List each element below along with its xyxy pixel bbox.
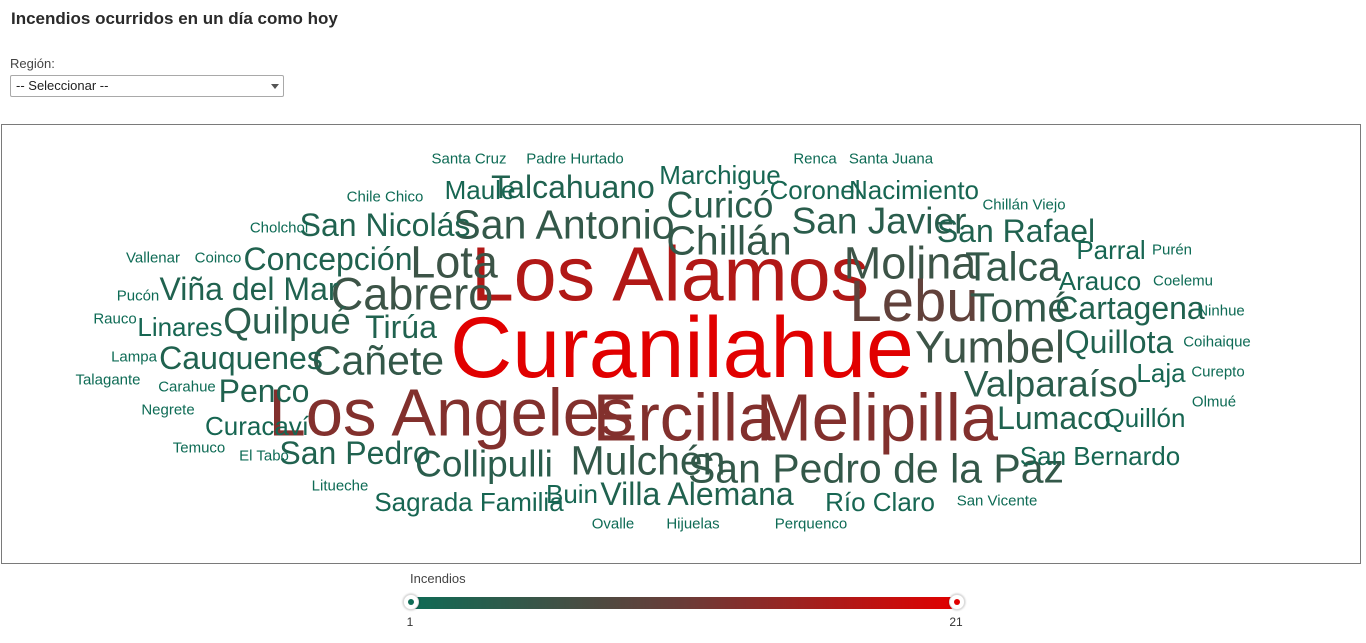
cloud-word-buin[interactable]: Buin (545, 479, 599, 509)
cloud-word-coihaique[interactable]: Coihaique (1183, 333, 1251, 351)
cloud-word-perquenco[interactable]: Perquenco (774, 515, 848, 533)
legend-max-label: 21 (949, 615, 963, 629)
cloud-word-san-pedro[interactable]: San Pedro (279, 435, 431, 471)
cloud-word-chile-chico[interactable]: Chile Chico (346, 188, 424, 206)
cloud-word-ercilla[interactable]: Ercilla (592, 380, 776, 456)
cloud-word-curanilahue[interactable]: Curanilahue (450, 300, 914, 396)
cloud-word-ninhue[interactable]: Ninhue (1197, 302, 1245, 320)
cloud-word-molina[interactable]: Molina (843, 237, 977, 289)
cloud-word-curepto[interactable]: Curepto (1191, 363, 1245, 381)
cloud-word-quillota[interactable]: Quillota (1064, 324, 1174, 360)
chevron-down-icon[interactable] (271, 84, 279, 89)
cloud-word-lota[interactable]: Lota (410, 236, 498, 288)
cloud-word-lumaco[interactable]: Lumaco (997, 400, 1111, 436)
cloud-word-carahue[interactable]: Carahue (158, 378, 216, 396)
region-select-value: -- Seleccionar -- (16, 78, 109, 93)
region-select[interactable]: -- Seleccionar -- (10, 75, 284, 97)
cloud-word-ovalle[interactable]: Ovalle (591, 515, 635, 533)
cloud-word-el-tabo[interactable]: El Tabo (239, 447, 289, 465)
word-cloud-panel: Curanilahue Los Alamos Los Angeles Ercilla M… (1, 124, 1361, 564)
cloud-word-rio-claro[interactable]: Río Claro (825, 487, 935, 517)
cloud-word-marchigue[interactable]: Marchigue (659, 160, 781, 190)
cloud-word-coinco[interactable]: Coinco (194, 249, 242, 267)
legend-min-handle-dot (408, 599, 414, 605)
cloud-word-santa-cruz[interactable]: Santa Cruz (431, 150, 507, 168)
cloud-word-lampa[interactable]: Lampa (111, 348, 157, 366)
cloud-word-san-javier[interactable]: San Javier (791, 200, 967, 242)
cloud-word-renca[interactable]: Renca (793, 150, 837, 168)
cloud-word-puren[interactable]: Purén (1151, 241, 1193, 259)
cloud-word-san-pedro-de-la-paz[interactable]: San Pedro de la Paz (687, 445, 1065, 492)
cloud-word-rauco[interactable]: Rauco (93, 310, 137, 328)
legend-min-label: 1 (406, 615, 414, 629)
cloud-word-cauquenes[interactable]: Cauquenes (159, 340, 323, 376)
cloud-word-cholchol[interactable]: Cholchol (249, 219, 309, 237)
cloud-word-curico[interactable]: Curicó (666, 184, 774, 226)
cloud-word-cabrero[interactable]: Cabrero (330, 268, 494, 320)
cloud-word-talcahuano[interactable]: Talcahuano (491, 169, 655, 205)
cloud-word-olmue[interactable]: Olmué (1191, 393, 1237, 411)
legend-max-handle[interactable] (949, 594, 965, 610)
cloud-word-laja[interactable]: Laja (1136, 358, 1186, 388)
cloud-word-san-bernardo[interactable]: San Bernardo (1019, 441, 1181, 471)
cloud-word-chillan-viejo[interactable]: Chillán Viejo (982, 196, 1066, 214)
cloud-word-arauco[interactable]: Arauco (1058, 266, 1142, 296)
cloud-word-mulchen[interactable]: Mulchén (570, 437, 726, 484)
cloud-word-litueche[interactable]: Litueche (311, 477, 369, 495)
cloud-word-canete[interactable]: Cañete (311, 337, 445, 384)
cloud-word-lebu[interactable]: Lebu (849, 269, 979, 334)
cloud-word-chillan[interactable]: Chillán (666, 217, 792, 264)
cloud-word-talagante[interactable]: Talagante (75, 371, 141, 389)
page-title: Incendios ocurridos en un día como hoy (11, 9, 338, 28)
cloud-word-sagrada-familia[interactable]: Sagrada Familia (374, 487, 564, 517)
cloud-word-padre-hurtado[interactable]: Padre Hurtado (526, 150, 624, 168)
cloud-word-villa-alemana[interactable]: Villa Alemana (600, 476, 794, 512)
cloud-word-pucon[interactable]: Pucón (116, 287, 160, 305)
cloud-word-temuco[interactable]: Temuco (172, 439, 226, 457)
cloud-word-valparaiso[interactable]: Valparaíso (963, 363, 1139, 405)
cloud-word-san-rafael[interactable]: San Rafael (936, 213, 1096, 249)
cloud-word-coronel[interactable]: Coronel (769, 175, 861, 205)
cloud-word-negrete[interactable]: Negrete (141, 401, 195, 419)
cloud-word-santa-juana[interactable]: Santa Juana (848, 150, 934, 168)
cloud-word-quilpue[interactable]: Quilpué (223, 300, 351, 342)
cloud-word-talca[interactable]: Talca (965, 243, 1061, 290)
cloud-word-san-vicente[interactable]: San Vicente (956, 492, 1038, 510)
cloud-word-yumbel[interactable]: Yumbel (914, 321, 1066, 373)
word-cloud: Curanilahue Los Alamos Los Angeles Ercilla M… (2, 125, 1360, 563)
cloud-word-curacavi[interactable]: Curacaví (204, 411, 310, 441)
cloud-word-tome[interactable]: Tomé (969, 284, 1071, 331)
cloud-word-vina-del-mar[interactable]: Viña del Mar (159, 271, 339, 307)
cloud-word-san-antonio[interactable]: San Antonio (453, 201, 675, 248)
cloud-word-san-nicolas[interactable]: San Nicolás (299, 207, 471, 243)
cloud-word-coelemu[interactable]: Coelemu (1152, 272, 1214, 290)
cloud-word-los-angeles[interactable]: Los Angeles (268, 375, 634, 451)
legend-min-handle[interactable] (403, 594, 419, 610)
cloud-word-melipilla[interactable]: Melipilla (755, 380, 999, 456)
region-label: Región: (10, 56, 55, 71)
cloud-word-quillon[interactable]: Quillón (1104, 403, 1186, 433)
cloud-word-parral[interactable]: Parral (1076, 235, 1146, 265)
cloud-word-vallenar[interactable]: Vallenar (126, 249, 180, 267)
legend-title: Incendios (410, 571, 466, 586)
cloud-word-tirua[interactable]: Tirúa (365, 309, 437, 345)
legend-max-handle-dot (954, 599, 960, 605)
cloud-word-concepcion[interactable]: Concepción (243, 241, 413, 277)
cloud-word-linares[interactable]: Linares (137, 312, 223, 342)
cloud-word-los-alamos[interactable]: Los Alamos (470, 231, 870, 318)
cloud-word-penco[interactable]: Penco (218, 373, 310, 409)
legend-color-scale (410, 597, 956, 609)
cloud-word-cartagena[interactable]: Cartagena (1055, 290, 1205, 326)
cloud-word-nacimiento[interactable]: Nacimiento (848, 175, 980, 205)
cloud-word-collipulli[interactable]: Collipulli (415, 443, 553, 485)
cloud-word-hijuelas[interactable]: Hijuelas (666, 515, 720, 533)
cloud-word-maule[interactable]: Maule (444, 175, 516, 205)
